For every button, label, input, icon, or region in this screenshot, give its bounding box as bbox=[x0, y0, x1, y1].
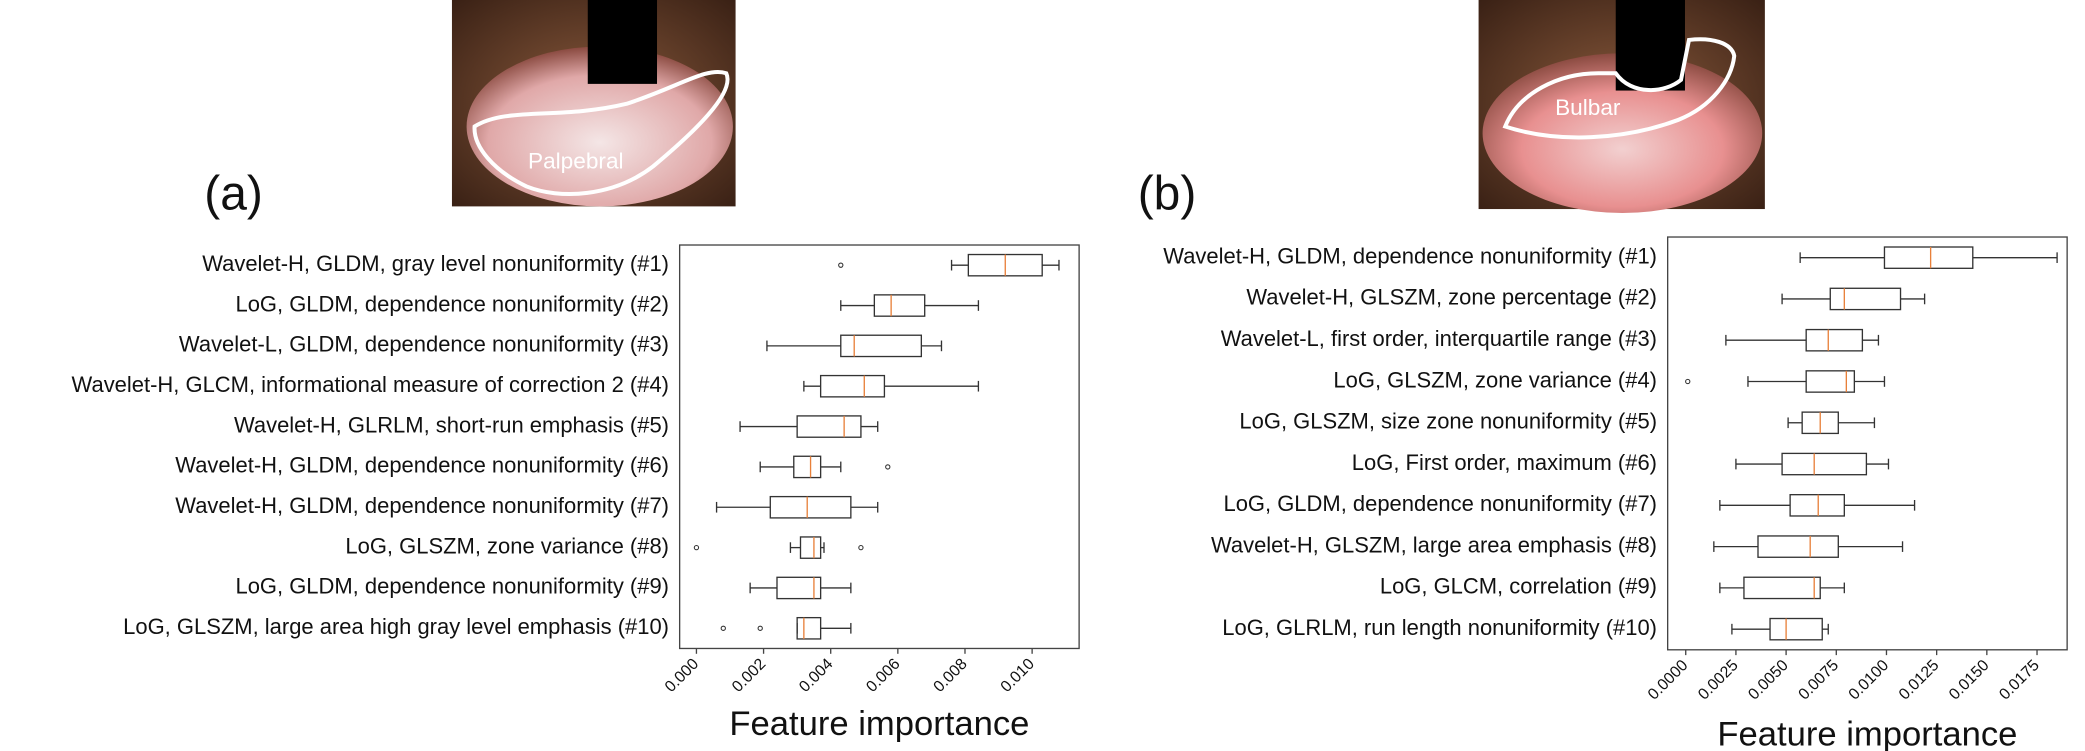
category-label: Wavelet-L, first order, interquartile ra… bbox=[1221, 326, 1657, 351]
outlier bbox=[757, 625, 763, 631]
x-tick-label: 0.0050 bbox=[1745, 657, 1792, 704]
image-label: Palpebral bbox=[528, 148, 624, 173]
x-axis-label: Feature importance bbox=[729, 705, 1029, 743]
outlier bbox=[1685, 378, 1691, 385]
box bbox=[1805, 328, 1864, 352]
x-tick-label: 0.0100 bbox=[1846, 657, 1893, 704]
x-tick-label: 0.010 bbox=[998, 655, 1038, 695]
x-tick-label: 0.000 bbox=[662, 655, 702, 695]
x-tick-label: 0.0175 bbox=[1996, 657, 2043, 704]
box bbox=[776, 576, 822, 600]
box bbox=[793, 455, 822, 479]
box bbox=[1781, 452, 1868, 476]
panel-label: (b) bbox=[1138, 168, 1197, 221]
box bbox=[819, 374, 886, 398]
category-label: Wavelet-H, GLSZM, zone percentage (#2) bbox=[1246, 285, 1657, 310]
box bbox=[1805, 370, 1856, 393]
box bbox=[796, 616, 822, 640]
x-tick-label: 0.0125 bbox=[1896, 657, 1943, 704]
box bbox=[873, 294, 926, 317]
category-label: Wavelet-H, GLRLM, short-run emphasis (#5… bbox=[234, 412, 669, 437]
plot-frame bbox=[678, 244, 1080, 650]
outlier bbox=[693, 544, 700, 551]
box bbox=[769, 495, 852, 519]
category-label: Wavelet-H, GLDM, dependence nonuniformit… bbox=[1163, 243, 1657, 268]
x-tick-label: 0.002 bbox=[729, 655, 769, 695]
x-tick-label: 0.004 bbox=[796, 655, 836, 695]
x-tick-label: 0.0000 bbox=[1645, 657, 1692, 704]
x-tick-label: 0.0025 bbox=[1695, 657, 1742, 704]
photo-bulbar: Bulbar bbox=[1478, 0, 1765, 214]
box bbox=[799, 536, 822, 559]
outlier bbox=[885, 464, 891, 470]
category-label: Wavelet-L, GLDM, dependence nonuniformit… bbox=[179, 332, 669, 357]
category-label: LoG, GLDM, dependence nonuniformity (#7) bbox=[1223, 491, 1657, 516]
category-label: LoG, GLSZM, zone variance (#8) bbox=[345, 533, 669, 558]
box bbox=[1883, 246, 1974, 269]
category-label: LoG, GLRLM, run length nonuniformity (#1… bbox=[1222, 615, 1657, 640]
box bbox=[796, 415, 862, 438]
panel-label: (a) bbox=[204, 168, 263, 221]
category-label: Wavelet-H, GLSZM, large area emphasis (#… bbox=[1211, 532, 1657, 557]
category-label: LoG, First order, maximum (#6) bbox=[1352, 450, 1657, 475]
x-tick-label: 0.0075 bbox=[1796, 657, 1843, 704]
outlier bbox=[858, 544, 864, 551]
category-label: LoG, GLDM, dependence nonuniformity (#9) bbox=[235, 574, 669, 599]
x-tick-label: 0.0150 bbox=[1946, 657, 1993, 704]
x-axis-label: Feature importance bbox=[1717, 715, 2017, 751]
category-label: Wavelet-H, GLDM, dependence nonuniformit… bbox=[175, 453, 669, 478]
plot-frame bbox=[1667, 236, 2068, 651]
category-label: LoG, GLDM, dependence nonuniformity (#2) bbox=[235, 291, 669, 316]
box bbox=[1769, 617, 1823, 641]
x-tick-label: 0.008 bbox=[931, 655, 971, 695]
outlier bbox=[720, 625, 726, 631]
image-label: Bulbar bbox=[1555, 95, 1621, 120]
x-tick-label: 0.006 bbox=[863, 655, 903, 695]
category-label: LoG, GLSZM, size zone nonuniformity (#5) bbox=[1239, 409, 1657, 434]
box bbox=[840, 334, 923, 358]
box bbox=[1829, 287, 1902, 311]
category-label: Wavelet-H, GLDM, dependence nonuniformit… bbox=[175, 493, 669, 518]
category-label: LoG, GLSZM, zone variance (#4) bbox=[1333, 367, 1657, 392]
box bbox=[1757, 535, 1839, 558]
box bbox=[1789, 494, 1845, 517]
category-label: LoG, GLCM, correlation (#9) bbox=[1380, 574, 1657, 599]
category-label: LoG, GLSZM, large area high gray level e… bbox=[123, 614, 669, 639]
category-label: Wavelet-H, GLCM, informational measure o… bbox=[72, 372, 669, 397]
outlier bbox=[838, 262, 844, 268]
photo-palpebral: Palpebral bbox=[451, 0, 736, 207]
category-label: Wavelet-H, GLDM, gray level nonuniformit… bbox=[202, 251, 669, 276]
box bbox=[1743, 576, 1821, 600]
